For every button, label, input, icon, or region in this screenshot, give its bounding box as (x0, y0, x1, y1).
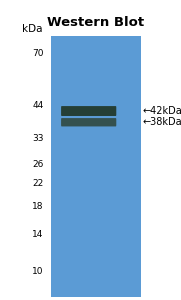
Text: 70: 70 (32, 49, 43, 58)
Text: Western Blot: Western Blot (47, 16, 144, 28)
Text: 10: 10 (32, 268, 43, 277)
Text: ←42kDa: ←42kDa (143, 106, 181, 116)
Text: ←38kDa: ←38kDa (143, 117, 181, 127)
Text: 14: 14 (32, 230, 43, 239)
Text: 26: 26 (32, 160, 43, 169)
FancyBboxPatch shape (61, 106, 116, 116)
Text: 22: 22 (32, 179, 43, 188)
Text: kDa: kDa (22, 25, 42, 34)
Text: 44: 44 (32, 101, 43, 110)
Text: 33: 33 (32, 134, 43, 142)
Text: 18: 18 (32, 202, 43, 211)
FancyBboxPatch shape (61, 118, 116, 126)
